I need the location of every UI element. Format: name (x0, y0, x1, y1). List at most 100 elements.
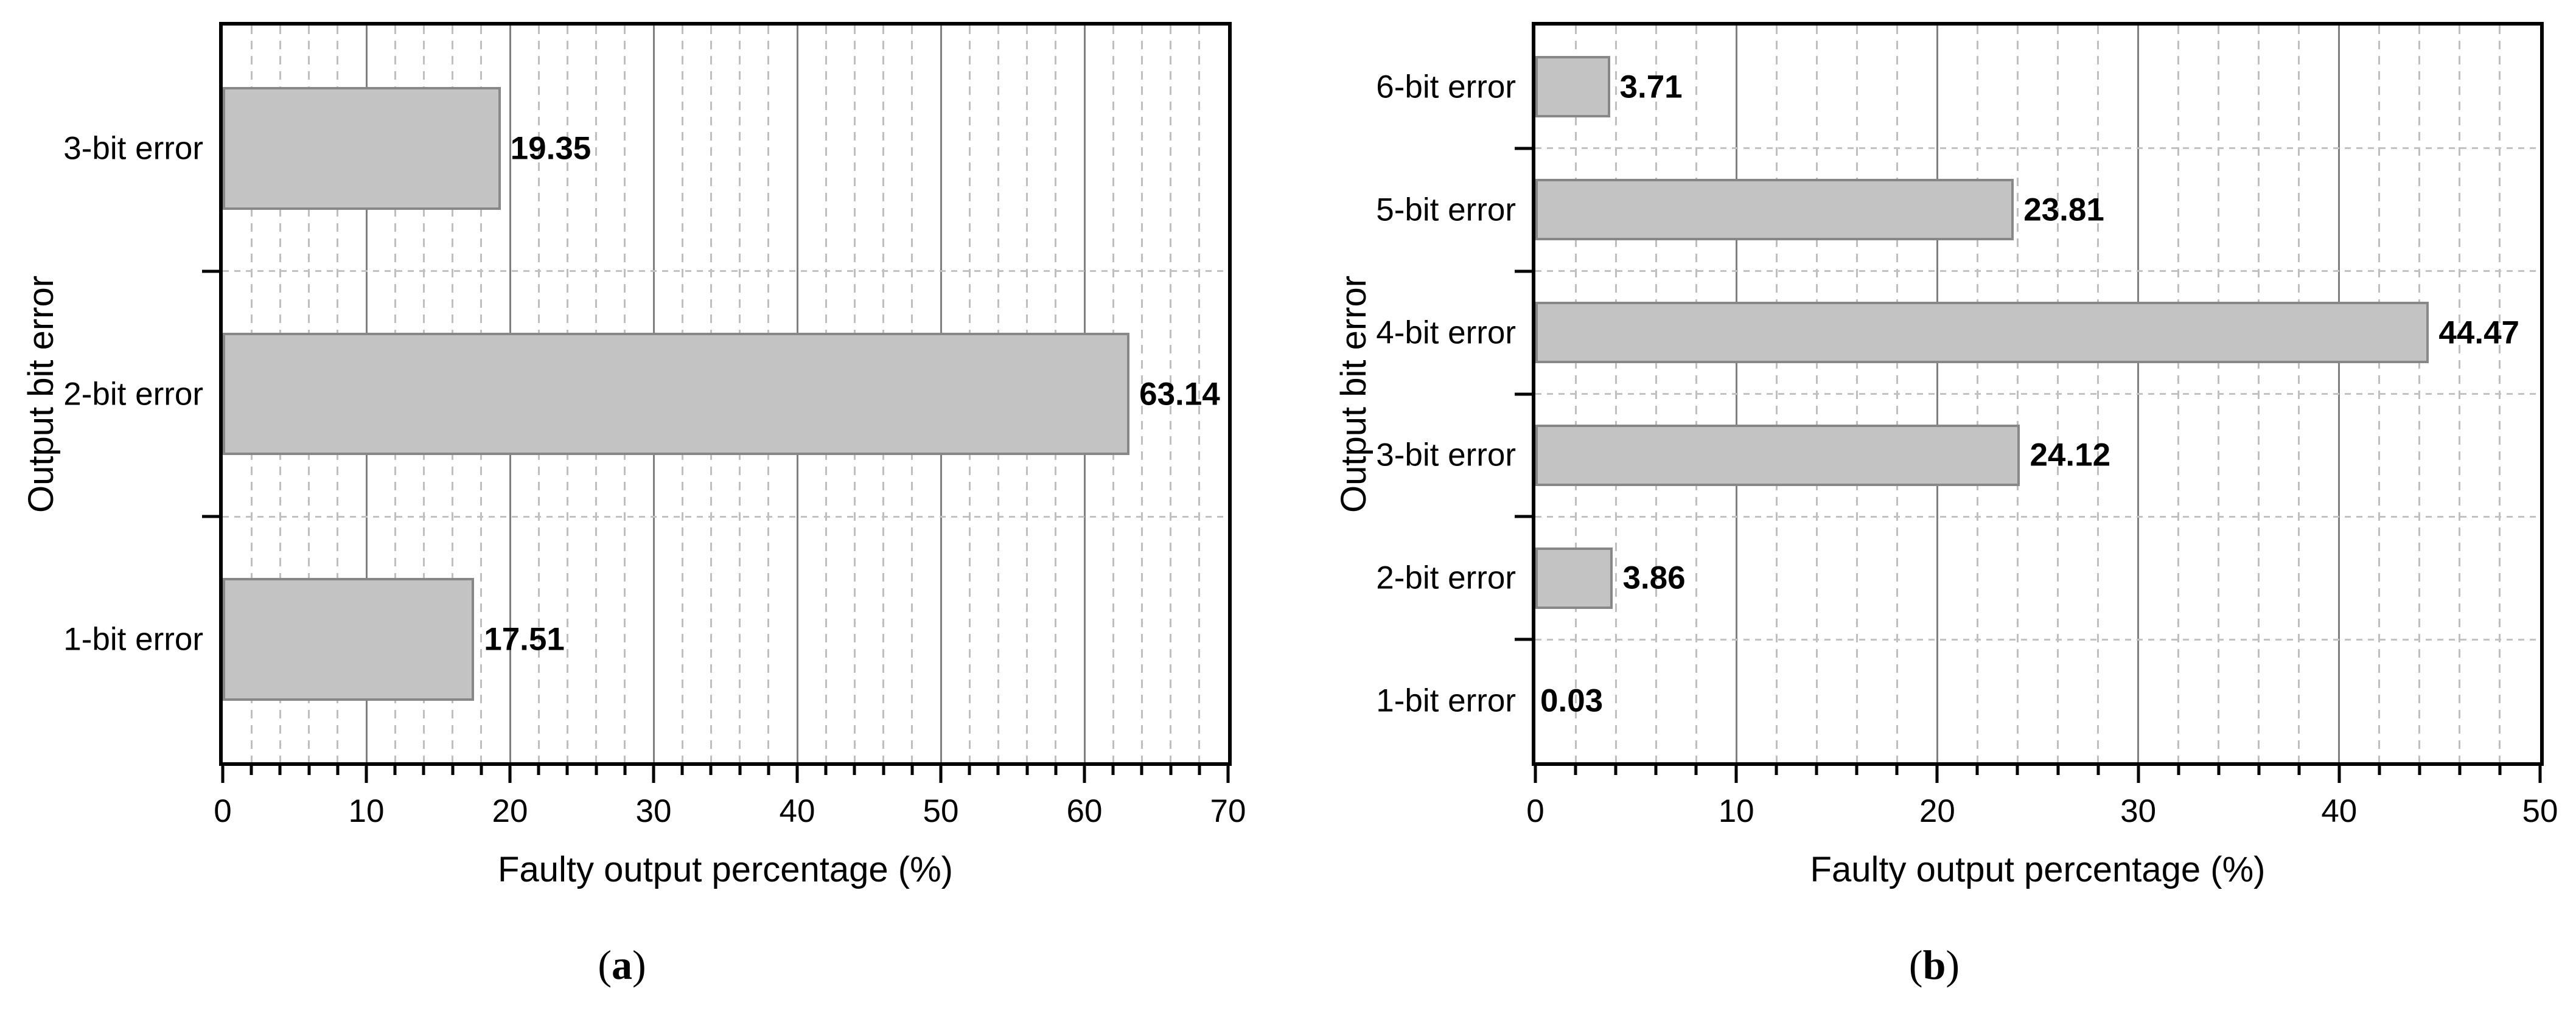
x-axis-major-tick (221, 762, 225, 783)
x-axis-minor-tick (882, 762, 885, 775)
bar-value-label: 3.86 (1622, 560, 1686, 596)
x-axis-minor-tick (1694, 762, 1698, 775)
x-axis-major-tick (939, 762, 943, 783)
x-axis-minor-tick (623, 762, 627, 775)
x-axis-tick-label: 50 (2522, 793, 2558, 829)
x-axis-minor-tick (824, 762, 828, 775)
bar-5-bit-error (1535, 179, 2014, 241)
x-axis-minor-tick (393, 762, 397, 775)
x-axis-minor-tick (1111, 762, 1115, 775)
x-axis-major-tick (652, 762, 655, 783)
minor-gridline (1170, 26, 1172, 762)
x-axis-major-tick (365, 762, 368, 783)
x-axis-minor-tick (2257, 762, 2261, 775)
y-axis-boundary-tick (1515, 638, 1532, 641)
bar-2-bit-error (1535, 547, 1613, 609)
x-axis-minor-tick (1775, 762, 1778, 775)
x-axis-minor-tick (2458, 762, 2462, 775)
panel-label-a: (a) (598, 942, 646, 988)
y-axis-boundary-tick (1515, 147, 1532, 150)
bar-3-bit-error (1535, 424, 2020, 486)
x-axis-tick-label: 20 (492, 793, 528, 829)
x-axis-minor-tick (1574, 762, 1577, 775)
x-axis-minor-tick (1895, 762, 1899, 775)
x-axis-minor-tick (2016, 762, 2019, 775)
panel-letter-a: a (612, 942, 632, 988)
x-axis-major-tick (795, 762, 799, 783)
x-axis-tick-label: 0 (1526, 793, 1545, 829)
x-axis-major-tick (1083, 762, 1086, 783)
x-axis-major-tick (2337, 762, 2341, 783)
x-axis-tick-label: 20 (1919, 793, 1955, 829)
minor-gridline (1140, 26, 1143, 762)
x-axis-minor-tick (451, 762, 455, 775)
category-boundary-gridline (223, 270, 1228, 273)
x-axis-minor-tick (2498, 762, 2502, 775)
plot-area-a: 19.35 3-bit error 63.14 2-bit error 17.51 1-b… (63, 22, 1246, 827)
x-axis-tick-label: 10 (348, 793, 385, 829)
x-axis-minor-tick (278, 762, 282, 775)
x-axis-minor-tick (1025, 762, 1029, 775)
x-axis-major-tick (1534, 762, 1537, 783)
x-axis-minor-tick (2217, 762, 2221, 775)
panel-paren-close: ) (632, 942, 646, 988)
minor-gridline (1198, 26, 1201, 762)
x-axis-minor-tick (2177, 762, 2180, 775)
y-axis-title-b: Output bit error (1334, 275, 1374, 513)
x-axis-minor-tick (2418, 762, 2421, 775)
x-axis-major-tick (508, 762, 512, 783)
bar-value-label: 19.35 (510, 130, 592, 167)
panel-paren-open: ( (1908, 942, 1923, 988)
bar-6-bit-error (1535, 56, 1610, 118)
x-axis-major-tick (1935, 762, 1939, 783)
category-label: 3-bit error (1376, 437, 1516, 473)
y-axis-boundary-tick (202, 269, 219, 273)
category-label: 2-bit error (63, 376, 203, 412)
x-axis-minor-tick (336, 762, 340, 775)
x-axis-minor-tick (996, 762, 1000, 775)
x-axis-minor-tick (422, 762, 425, 775)
category-label: 6-bit error (1376, 69, 1516, 105)
x-axis-tick-label: 40 (2321, 793, 2358, 829)
x-axis-tick-label: 60 (1066, 793, 1103, 829)
x-axis-minor-tick (2056, 762, 2060, 775)
x-axis-minor-tick (968, 762, 971, 775)
bar-2-bit-error (223, 332, 1130, 456)
x-axis-minor-tick (853, 762, 856, 775)
bar-4-bit-error (1535, 302, 2429, 364)
x-axis-tick-label: 70 (1210, 793, 1246, 829)
category-label: 4-bit error (1376, 315, 1516, 351)
x-axis-minor-tick (250, 762, 253, 775)
x-axis-minor-tick (595, 762, 598, 775)
x-axis-minor-tick (307, 762, 311, 775)
x-axis-tick-label: 50 (923, 793, 959, 829)
category-label: 3-bit error (63, 130, 203, 167)
x-axis-minor-tick (565, 762, 569, 775)
y-axis-boundary-tick (1515, 392, 1532, 395)
bar-value-label: 63.14 (1139, 376, 1220, 412)
category-label: 2-bit error (1376, 560, 1516, 596)
x-axis-tick-label: 30 (2120, 793, 2157, 829)
bar-value-label: 17.51 (484, 621, 565, 658)
category-label: 5-bit error (1376, 192, 1516, 228)
bar-1-bit-error (223, 578, 475, 701)
x-axis-minor-tick (709, 762, 713, 775)
x-axis-major-tick (1734, 762, 1738, 783)
category-label: 1-bit error (63, 621, 203, 658)
x-axis-minor-tick (1054, 762, 1058, 775)
bar-3-bit-error (223, 86, 501, 210)
x-axis-minor-tick (480, 762, 483, 775)
bar-value-label: 24.12 (2030, 437, 2111, 473)
x-axis-tick-label: 30 (635, 793, 672, 829)
panel-letter-b: b (1922, 942, 1946, 988)
x-axis-minor-tick (2096, 762, 2100, 775)
panel-paren-close: ) (1946, 942, 1960, 988)
bar-value-label: 44.47 (2438, 315, 2520, 351)
panel-label-b: (b) (1909, 942, 1960, 988)
category-boundary-gridline (1535, 147, 2540, 150)
x-axis-minor-tick (1140, 762, 1143, 775)
x-axis-minor-tick (2378, 762, 2381, 775)
x-axis-major-tick (2137, 762, 2140, 783)
x-axis-minor-tick (1654, 762, 1658, 775)
